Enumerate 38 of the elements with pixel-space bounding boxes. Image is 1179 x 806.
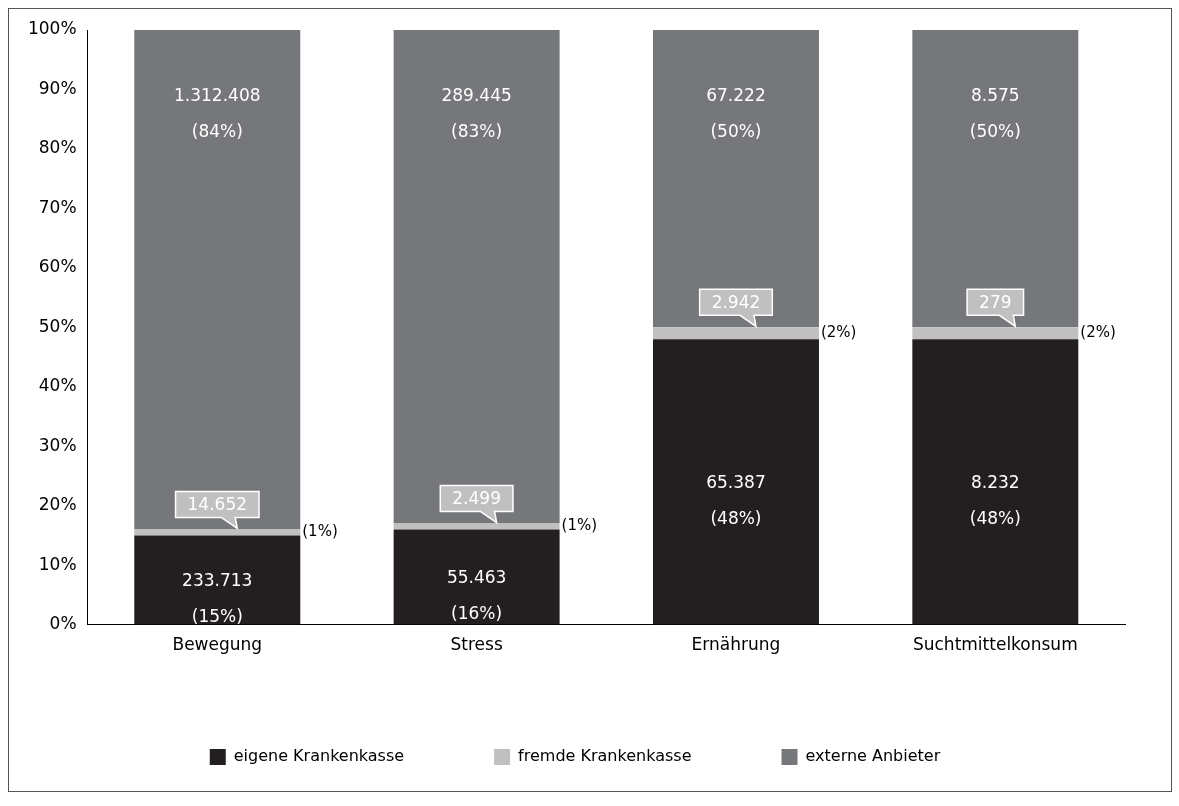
data-label: 8.232 (48%) bbox=[969, 472, 1021, 529]
bar bbox=[652, 30, 819, 328]
bar bbox=[912, 339, 1079, 625]
x-tick-label: Suchtmittelkonsum bbox=[912, 634, 1078, 655]
y-tick-label: 10% bbox=[38, 553, 77, 574]
legend-label: fremde Krankenkasse bbox=[518, 746, 692, 766]
bar bbox=[912, 30, 1079, 328]
bar bbox=[134, 30, 301, 530]
y-tick-label: 90% bbox=[38, 77, 77, 98]
legend-label: externe Anbieter bbox=[805, 746, 941, 766]
data-label: 233.713 (15%) bbox=[182, 570, 253, 627]
x-tick-label: Stress bbox=[450, 634, 503, 655]
bar bbox=[134, 535, 301, 625]
text: 2.499 (1%) bbox=[452, 487, 598, 535]
bar bbox=[393, 529, 560, 625]
data-label: 55.463 (16%) bbox=[446, 567, 507, 624]
y-tick-label: 50% bbox=[38, 315, 77, 336]
text: 14.652 (1%) bbox=[187, 493, 338, 541]
data-label: 65.387 (48%) bbox=[706, 472, 766, 529]
data-label: 8.575 (50%) bbox=[969, 85, 1021, 142]
y-tick-label: 80% bbox=[38, 137, 77, 158]
y-tick-label: 0% bbox=[49, 613, 77, 634]
legend-label: eigene Krankenkasse bbox=[233, 746, 405, 766]
data-label: 67.222 (50%) bbox=[706, 85, 766, 142]
y-tick-label: 100% bbox=[27, 18, 77, 39]
data-label: 289.445 (83%) bbox=[441, 85, 512, 142]
x-tick-label: Ernährung bbox=[691, 634, 781, 655]
data-label: 1.312.408 (84%) bbox=[174, 85, 261, 142]
text: 2.942 (2%) bbox=[711, 291, 857, 342]
y-tick-label: 60% bbox=[38, 256, 77, 277]
bar bbox=[393, 30, 560, 524]
y-tick-label: 30% bbox=[38, 434, 77, 455]
y-tick-label: 40% bbox=[38, 375, 77, 396]
text: 279 (2%) bbox=[979, 291, 1116, 342]
x-tick-label: Bewegung bbox=[172, 634, 263, 655]
y-tick-label: 20% bbox=[38, 494, 77, 515]
bar bbox=[652, 339, 819, 625]
y-tick-label: 70% bbox=[38, 196, 77, 217]
